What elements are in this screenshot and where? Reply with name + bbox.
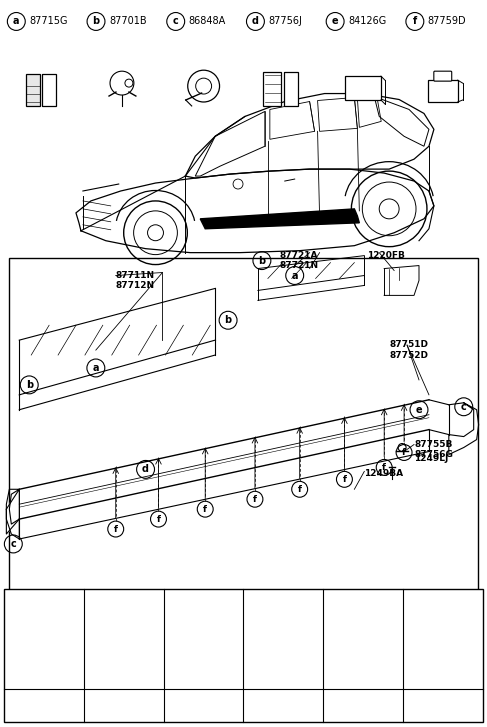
Text: 86848A: 86848A (188, 17, 226, 26)
Text: b: b (26, 380, 33, 390)
Text: 1249LJ: 1249LJ (414, 454, 449, 464)
Text: 87715G: 87715G (29, 17, 68, 26)
Text: 87711N
87712N: 87711N 87712N (116, 270, 155, 290)
Text: c: c (10, 539, 16, 549)
Text: 87755B
87756G: 87755B 87756G (414, 440, 453, 459)
FancyBboxPatch shape (284, 72, 298, 106)
FancyBboxPatch shape (26, 74, 40, 106)
Text: d: d (142, 465, 149, 475)
Text: f: f (253, 494, 257, 504)
Text: 87759D: 87759D (428, 17, 467, 26)
Polygon shape (6, 489, 19, 534)
FancyBboxPatch shape (434, 71, 452, 81)
FancyBboxPatch shape (9, 257, 478, 614)
Text: b: b (225, 316, 232, 325)
Text: f: f (156, 515, 161, 523)
Text: c: c (173, 17, 179, 26)
Text: f: f (342, 475, 346, 484)
Text: b: b (93, 17, 99, 26)
Text: a: a (93, 363, 99, 373)
Text: 87751D
87752D: 87751D 87752D (389, 340, 428, 360)
Text: e: e (332, 17, 338, 26)
Text: b: b (258, 256, 265, 265)
Text: f: f (382, 463, 386, 472)
Text: f: f (114, 525, 118, 534)
Text: 87756J: 87756J (268, 17, 302, 26)
Text: a: a (13, 17, 19, 26)
Text: a: a (291, 270, 298, 281)
Text: f: f (203, 505, 207, 514)
Text: 1220FB: 1220FB (367, 251, 405, 260)
Text: f: f (402, 448, 406, 457)
Text: e: e (416, 405, 422, 414)
Text: f: f (298, 485, 301, 494)
Text: 87701B: 87701B (109, 17, 147, 26)
FancyBboxPatch shape (345, 76, 381, 100)
FancyBboxPatch shape (263, 72, 281, 106)
FancyBboxPatch shape (42, 74, 56, 106)
FancyBboxPatch shape (4, 589, 483, 722)
Text: d: d (252, 17, 259, 26)
Text: f: f (412, 17, 417, 26)
Text: c: c (461, 402, 467, 411)
FancyBboxPatch shape (428, 80, 458, 102)
Text: 1249BA: 1249BA (364, 470, 403, 478)
Text: 84126G: 84126G (348, 17, 386, 26)
Text: 87721A
87721N: 87721A 87721N (280, 251, 319, 270)
Polygon shape (200, 209, 359, 229)
